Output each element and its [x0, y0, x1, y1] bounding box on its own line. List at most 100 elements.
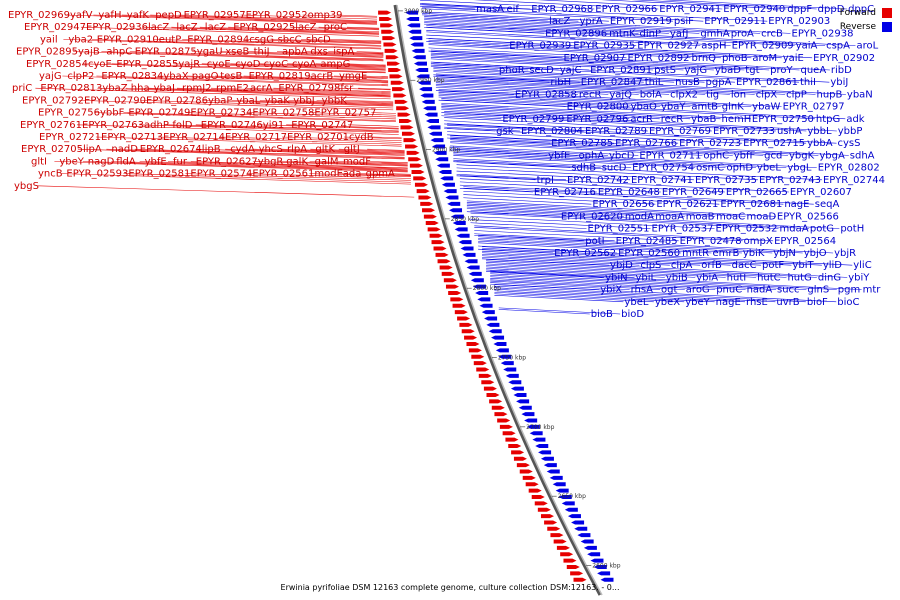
reverse-connector-line	[441, 99, 815, 120]
reverse-connector-line	[486, 269, 635, 278]
forward-gene-arrow	[513, 456, 527, 461]
forward-gene-label: EPYR_02574	[190, 169, 252, 180]
forward-gene-label: fsr	[340, 83, 354, 94]
forward-connector-line	[348, 124, 399, 127]
reverse-gene-label: EPYR_02802	[818, 163, 880, 174]
forward-gene-label: dxs	[310, 47, 327, 58]
forward-gene-label: EPYR_02936	[86, 22, 148, 33]
forward-gene-label: yajG	[39, 71, 62, 82]
reverse-connector-line	[453, 161, 571, 168]
reverse-connector-line	[430, 66, 498, 71]
forward-gene-arrow	[461, 329, 475, 334]
forward-gene-arrow	[425, 220, 439, 225]
reverse-gene-arrow	[417, 80, 431, 85]
reverse-gene-label: ybeL	[757, 163, 781, 174]
forward-gene-arrow	[439, 265, 453, 270]
reverse-gene-label: EPYR_02902	[813, 53, 875, 64]
forward-gene-arrow	[563, 558, 577, 563]
reverse-connector-line	[494, 295, 624, 303]
forward-connector-line	[77, 148, 405, 160]
forward-gene-arrow	[433, 246, 447, 251]
reverse-connector-line	[494, 290, 715, 303]
reverse-gene-label: EPYR_02892	[628, 53, 690, 64]
reverse-gene-arrow	[413, 61, 427, 66]
reverse-connector-line	[441, 107, 660, 120]
reverse-connector-line	[490, 278, 716, 290]
reverse-gene-label: EPYR_02907	[564, 53, 626, 64]
reverse-gene-label: gmhA	[700, 28, 729, 39]
forward-connector-line	[337, 161, 408, 164]
reverse-connector-line	[430, 52, 770, 71]
forward-connector-line	[82, 63, 386, 74]
forward-gene-label: EPYR_02819	[249, 71, 311, 82]
reverse-gene-arrow	[407, 23, 421, 28]
forward-gene-arrow	[450, 297, 464, 302]
reverse-connector-line	[435, 75, 816, 95]
forward-connector-line	[329, 39, 382, 42]
reverse-gene-label: ybgL	[787, 163, 812, 174]
reverse-connector-line	[453, 149, 817, 168]
reverse-connector-line	[463, 197, 592, 205]
reverse-connector-line	[494, 293, 654, 303]
reverse-gene-arrow	[415, 68, 429, 73]
forward-gene-label: yafK	[127, 10, 150, 21]
forward-gene-label: EPYR_02714	[163, 132, 225, 143]
reverse-gene-label: EPYR_02785	[551, 138, 613, 149]
forward-gene-label: nadD	[111, 144, 138, 155]
reverse-gene-label: EPYR_02733	[713, 126, 775, 137]
forward-gene-arrow	[389, 74, 403, 79]
forward-connector-line	[281, 148, 405, 154]
forward-gene-arrow	[431, 240, 445, 245]
reverse-connector-line	[447, 123, 837, 144]
reverse-connector-line	[482, 252, 731, 266]
reverse-gene-label: hutG	[787, 272, 811, 283]
forward-gene-arrow	[416, 189, 430, 194]
forward-gene-arrow	[540, 514, 554, 519]
forward-gene-arrow	[570, 571, 584, 576]
forward-gene-arrow	[422, 208, 436, 213]
reverse-connector-line	[474, 225, 774, 242]
reverse-gene-label: EPYR_02903	[768, 16, 830, 27]
reverse-gene-label: rhsA	[631, 285, 653, 296]
forward-connector-line	[82, 161, 408, 172]
reverse-gene-arrow	[505, 373, 519, 378]
reverse-gene-label: succ	[777, 285, 800, 296]
forward-gene-arrow	[379, 17, 393, 22]
forward-gene-arrow	[464, 335, 478, 340]
forward-connector-line	[336, 14, 378, 17]
forward-gene-label: EPYR_02581	[128, 169, 190, 180]
reverse-connector-line	[444, 114, 776, 132]
reverse-gene-label: ogt	[661, 285, 677, 296]
reverse-connector-line	[486, 263, 757, 278]
forward-connector-line	[305, 51, 384, 55]
reverse-gene-label: phoR	[499, 65, 525, 76]
reverse-gene-label: EPYR_02919	[610, 16, 672, 27]
forward-connector-line	[185, 173, 411, 181]
forward-gene-arrow	[473, 361, 487, 366]
forward-gene-label: EPYR_02761	[20, 120, 82, 131]
forward-gene-label: nagD	[88, 156, 115, 167]
forward-gene-arrow	[491, 405, 505, 410]
reverse-gene-label: brnQ	[692, 53, 717, 64]
forward-gene-label: ybgS	[14, 181, 39, 192]
forward-gene-arrow	[445, 284, 459, 289]
reverse-gene-label: EPYR_02927	[637, 41, 699, 52]
reverse-gene-label: ribH	[550, 77, 571, 88]
forward-connector-line	[302, 14, 378, 18]
kbp-tick-label: 2900 kbp	[432, 147, 460, 154]
forward-connector-line	[231, 100, 394, 106]
reverse-gene-label: EPYR_02564	[774, 236, 836, 247]
forward-gene-label: EPYR_02721	[39, 132, 101, 143]
forward-gene-arrow	[435, 252, 449, 257]
reverse-gene-label: dppF	[787, 4, 812, 15]
forward-gene-label: EPYR_02705	[21, 144, 83, 155]
forward-gene-arrow	[537, 507, 551, 512]
forward-gene-arrow	[544, 520, 558, 525]
forward-connector-line	[225, 148, 405, 155]
reverse-gene-label: EPYR_02715	[743, 138, 805, 149]
reverse-gene-label: EPYR_02847	[581, 77, 643, 88]
reverse-connector-line	[459, 175, 789, 193]
forward-gene-label: EPYR_02674	[140, 144, 202, 155]
forward-connector-line	[273, 87, 391, 93]
reverse-gene-label: gsk	[496, 126, 514, 137]
